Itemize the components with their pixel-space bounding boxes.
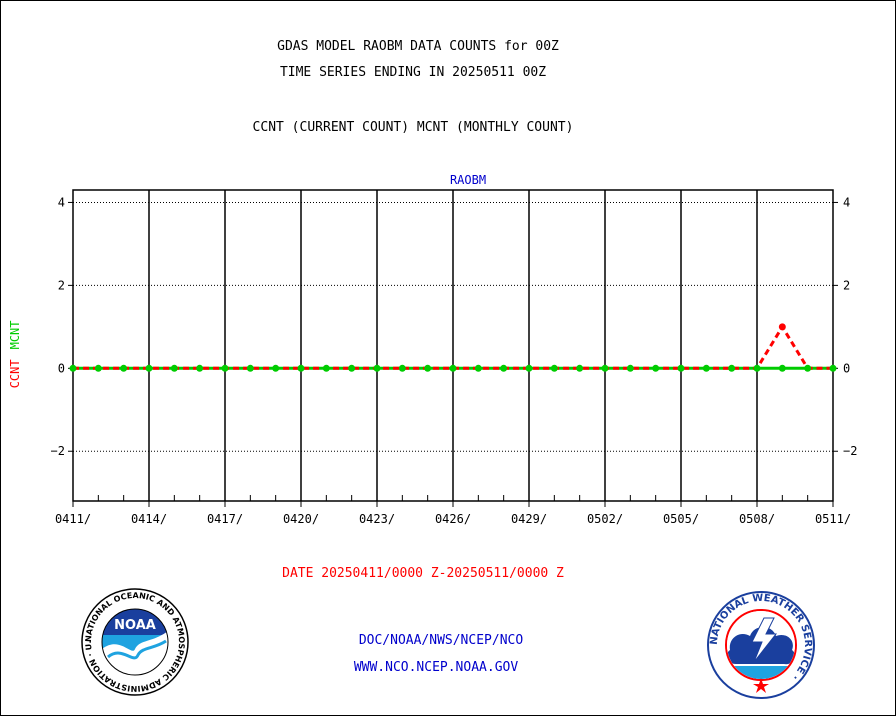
series-point-mcnt [601, 364, 609, 372]
x-tick-label: 0508/ [739, 512, 775, 526]
series-point-mcnt [702, 364, 710, 372]
series-point-mcnt [449, 364, 457, 372]
series-point-mcnt [297, 364, 305, 372]
chart-title-line1: GDAS MODEL RAOBM DATA COUNTS for 00Z [277, 39, 559, 54]
y-axis-label-mcnt: MCNT [8, 320, 22, 349]
y-axis-label: CCNT MCNT [8, 320, 22, 388]
series-point-mcnt [728, 364, 736, 372]
series-point-mcnt [753, 364, 761, 372]
series-point-mcnt [778, 364, 786, 372]
nws-logo: NATIONAL WEATHER SERVICE · [707, 591, 815, 699]
series-point-mcnt [677, 364, 685, 372]
series-point-mcnt [474, 364, 482, 372]
series-point-mcnt [94, 364, 102, 372]
x-tick-label: 0414/ [131, 512, 167, 526]
series-point-mcnt [525, 364, 533, 372]
x-tick-label: 0505/ [663, 512, 699, 526]
series-point-mcnt [120, 364, 128, 372]
x-tick-label: 0420/ [283, 512, 319, 526]
y-tick-label-left: 0 [58, 361, 65, 375]
series-point-mcnt [373, 364, 381, 372]
y-tick-label-right: 0 [843, 361, 850, 375]
series-point-ccnt [778, 323, 786, 331]
noaa-logo-text: NOAA [114, 618, 156, 633]
y-tick-label-left: 2 [58, 278, 65, 292]
nws-star-icon [753, 678, 769, 693]
series-point-mcnt [69, 364, 77, 372]
series-point-mcnt [170, 364, 178, 372]
plot-title: RAOBM [450, 173, 486, 187]
y-axis-label-ccnt: CCNT [8, 359, 22, 388]
x-tick-label: 0502/ [587, 512, 623, 526]
series-point-mcnt [576, 364, 584, 372]
series-point-mcnt [424, 364, 432, 372]
series-point-mcnt [652, 364, 660, 372]
series-point-mcnt [196, 364, 204, 372]
series-point-mcnt [246, 364, 254, 372]
series-point-mcnt [272, 364, 280, 372]
x-tick-label: 0423/ [359, 512, 395, 526]
series-point-mcnt [804, 364, 812, 372]
series-point-mcnt [550, 364, 558, 372]
chart-subtitle: CCNT (CURRENT COUNT) MCNT (MONTHLY COUNT… [252, 120, 574, 135]
series-point-mcnt [145, 364, 153, 372]
chart-title-line2: TIME SERIES ENDING IN 20250511 00Z [279, 65, 547, 80]
x-tick-label: 0426/ [435, 512, 471, 526]
series-point-mcnt [322, 364, 330, 372]
y-tick-label-left: 4 [58, 195, 65, 209]
y-tick-label-right: −2 [843, 444, 857, 458]
x-tick-label: 0417/ [207, 512, 243, 526]
series-point-mcnt [500, 364, 508, 372]
footer-website: WWW.NCO.NCEP.NOAA.GOV [353, 660, 519, 675]
y-tick-label-right: 4 [843, 195, 850, 209]
x-tick-label: 0429/ [511, 512, 547, 526]
x-tick-label: 0411/ [55, 512, 91, 526]
series-point-mcnt [398, 364, 406, 372]
series-point-mcnt [221, 364, 229, 372]
footer-org-path: DOC/NOAA/NWS/NCEP/NCO [358, 633, 524, 648]
x-tick-label: 0511/ [815, 512, 851, 526]
date-range-label: DATE 20250411/0000 Z-20250511/0000 Z [282, 566, 564, 581]
series-point-mcnt [626, 364, 634, 372]
y-tick-label-left: −2 [51, 444, 65, 458]
series-point-mcnt [829, 364, 837, 372]
y-tick-label-right: 2 [843, 278, 850, 292]
noaa-logo: NATIONAL OCEANIC AND ATMOSPHERIC ADMINIS… [80, 587, 189, 696]
series-point-mcnt [348, 364, 356, 372]
